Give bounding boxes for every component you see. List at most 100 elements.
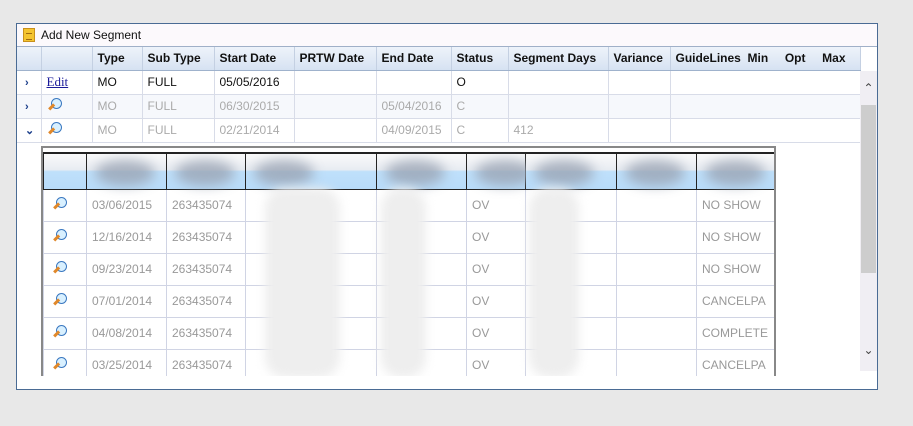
column-header[interactable]: Segment Days bbox=[508, 47, 609, 71]
redacted-header bbox=[385, 160, 445, 186]
cell-start: 05/05/2016 bbox=[214, 70, 295, 95]
column-header[interactable]: End Date bbox=[376, 47, 452, 71]
cell-status: O bbox=[451, 70, 509, 95]
cell-result: CANCELPA bbox=[696, 348, 774, 376]
column-header[interactable] bbox=[376, 152, 467, 190]
cell-empty bbox=[616, 348, 697, 376]
cell-result: NO SHOW bbox=[696, 188, 774, 222]
vertical-scrollbar[interactable]: ⌃ ⌄ bbox=[860, 71, 877, 371]
cell-type: MO bbox=[92, 118, 143, 143]
magnifier-icon[interactable] bbox=[52, 356, 68, 372]
scroll-down-icon[interactable]: ⌄ bbox=[863, 343, 874, 357]
redacted-region bbox=[529, 188, 579, 376]
chevron-down-icon[interactable]: ⌄ bbox=[25, 125, 35, 137]
cell-type: OV bbox=[466, 348, 526, 376]
column-header[interactable] bbox=[525, 152, 617, 190]
redacted-header bbox=[705, 160, 765, 186]
magnifier-icon[interactable] bbox=[52, 260, 68, 276]
column-header[interactable]: Sub Type bbox=[142, 47, 215, 71]
view-cell[interactable] bbox=[43, 284, 87, 318]
table-row[interactable]: ⌄ MO FULL 02/21/2014 04/09/2015 C 412 bbox=[17, 118, 861, 143]
cell-date: 07/01/2014 bbox=[86, 284, 167, 318]
document-icon[interactable] bbox=[23, 28, 35, 42]
cell-status: C bbox=[451, 94, 509, 119]
add-new-segment-button[interactable]: Add New Segment bbox=[41, 28, 142, 42]
redacted-region bbox=[265, 188, 340, 376]
chevron-right-icon[interactable]: › bbox=[25, 101, 29, 113]
cell-id: 263435074 bbox=[166, 284, 246, 318]
magnifier-icon[interactable] bbox=[52, 292, 68, 308]
cell-date: 03/25/2014 bbox=[86, 348, 167, 376]
cell-result: CANCELPA bbox=[696, 284, 774, 318]
cell-days bbox=[508, 94, 609, 119]
magnifier-icon[interactable] bbox=[52, 196, 68, 212]
view-cell[interactable] bbox=[43, 316, 87, 350]
column-header[interactable]: PRTW Date bbox=[294, 47, 377, 71]
view-cell[interactable] bbox=[43, 220, 87, 254]
cell-id: 263435074 bbox=[166, 316, 246, 350]
cell-status: C bbox=[451, 118, 509, 143]
magnifier-icon[interactable] bbox=[47, 97, 63, 113]
expand-cell[interactable]: › bbox=[17, 94, 42, 119]
column-header[interactable] bbox=[43, 152, 87, 190]
cell-prtw bbox=[294, 118, 377, 143]
cell-days: 412 bbox=[508, 118, 609, 143]
cell-sub_type: FULL bbox=[142, 94, 215, 119]
column-header[interactable]: Status bbox=[451, 47, 509, 71]
column-header[interactable] bbox=[41, 47, 93, 71]
column-header[interactable] bbox=[17, 47, 42, 71]
cell-date: 04/08/2014 bbox=[86, 316, 167, 350]
edit-link[interactable]: Edit bbox=[46, 74, 69, 89]
column-header[interactable] bbox=[86, 152, 167, 190]
cell-empty bbox=[616, 188, 697, 222]
cell-type: OV bbox=[466, 252, 526, 286]
magnifier-icon[interactable] bbox=[52, 228, 68, 244]
redacted-header bbox=[254, 160, 314, 186]
redacted-header bbox=[95, 160, 155, 186]
column-header[interactable]: Variance bbox=[608, 47, 671, 71]
column-header[interactable] bbox=[166, 152, 246, 190]
column-header[interactable] bbox=[245, 152, 377, 190]
cell-start: 06/30/2015 bbox=[214, 94, 295, 119]
cell-date: 03/06/2015 bbox=[86, 188, 167, 222]
table-row[interactable]: › Edit MO FULL 05/05/2016 O bbox=[17, 70, 861, 95]
chevron-right-icon[interactable]: › bbox=[25, 77, 29, 89]
column-header[interactable] bbox=[616, 152, 697, 190]
view-cell[interactable] bbox=[43, 348, 87, 376]
redacted-header bbox=[175, 160, 235, 186]
magnifier-icon[interactable] bbox=[52, 324, 68, 340]
scroll-thumb[interactable] bbox=[861, 105, 876, 273]
cell-prtw bbox=[294, 94, 377, 119]
cell-variance bbox=[608, 118, 671, 143]
expand-cell[interactable]: › bbox=[17, 70, 42, 95]
cell-variance bbox=[608, 94, 671, 119]
table-row[interactable]: › MO FULL 06/30/2015 05/04/2016 C bbox=[17, 94, 861, 119]
scroll-up-icon[interactable]: ⌃ bbox=[863, 81, 874, 95]
cell-empty bbox=[616, 284, 697, 318]
cell-date: 09/23/2014 bbox=[86, 252, 167, 286]
redacted-region bbox=[381, 188, 426, 376]
expand-cell[interactable]: ⌄ bbox=[17, 118, 42, 143]
view-cell[interactable] bbox=[43, 252, 87, 286]
cell-result: NO SHOW bbox=[696, 220, 774, 254]
column-header[interactable]: Start Date bbox=[214, 47, 295, 71]
magnifier-icon[interactable] bbox=[47, 121, 63, 137]
action-cell[interactable] bbox=[41, 94, 93, 119]
column-header[interactable] bbox=[696, 152, 774, 190]
cell-sub_type: FULL bbox=[142, 118, 215, 143]
view-cell[interactable] bbox=[43, 188, 87, 222]
cell-empty bbox=[616, 252, 697, 286]
cell-end bbox=[376, 70, 452, 95]
column-header[interactable]: Type bbox=[92, 47, 143, 71]
cell-end: 04/09/2015 bbox=[376, 118, 452, 143]
cell-date: 12/16/2014 bbox=[86, 220, 167, 254]
cell-id: 263435074 bbox=[166, 252, 246, 286]
column-header[interactable] bbox=[466, 152, 535, 190]
cell-end: 05/04/2016 bbox=[376, 94, 452, 119]
column-header[interactable]: GuideLines Min Opt Max bbox=[670, 47, 861, 71]
action-cell[interactable] bbox=[41, 118, 93, 143]
cell-guidelines bbox=[670, 118, 861, 143]
toolbar: Add New Segment bbox=[17, 24, 877, 47]
action-cell[interactable]: Edit bbox=[41, 70, 93, 95]
cell-id: 263435074 bbox=[166, 348, 246, 376]
